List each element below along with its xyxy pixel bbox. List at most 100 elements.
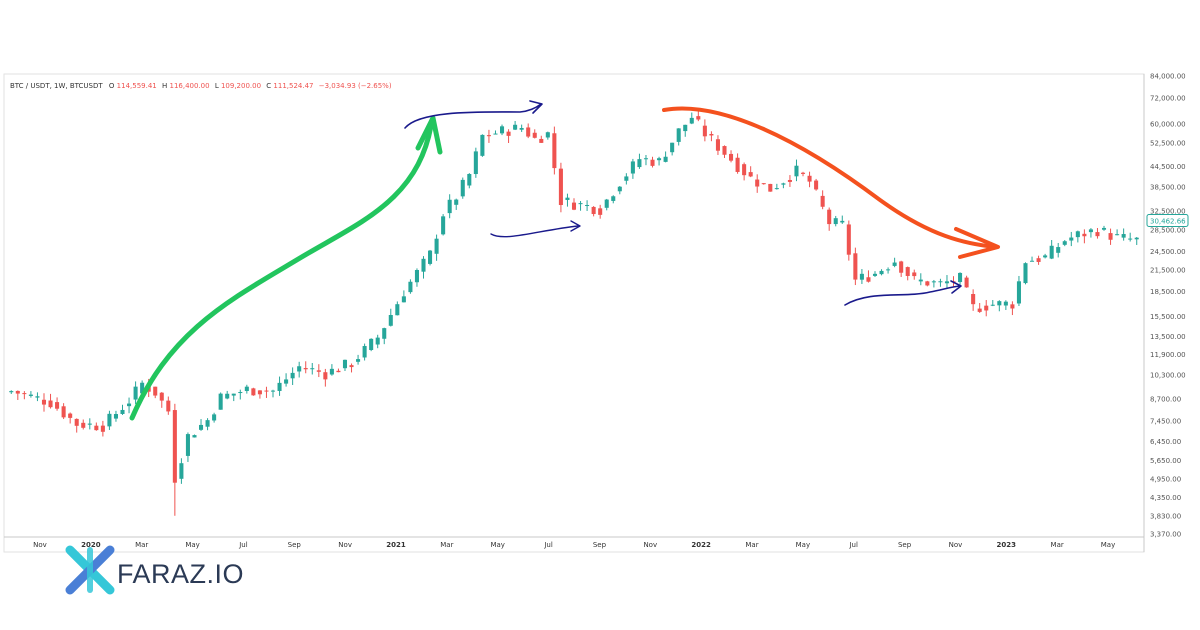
candle-body (853, 253, 858, 280)
candle-body (15, 390, 20, 394)
candle-body (270, 390, 276, 392)
price-tick-label: 44,500.00 (1150, 163, 1186, 171)
candle-body (585, 205, 590, 207)
candle-body (800, 172, 806, 174)
candle-body (918, 279, 923, 282)
candle-body (827, 209, 832, 225)
price-tick-label: 32,500.00 (1150, 208, 1186, 216)
candle-body (545, 132, 550, 138)
candle-body (912, 272, 917, 277)
candle-body (1023, 263, 1028, 284)
candle-body (460, 179, 465, 197)
candle-body (794, 165, 799, 177)
candle-body (290, 372, 295, 379)
candle-body (1075, 231, 1080, 238)
price-tick-label: 5,650.00 (1150, 457, 1181, 465)
price-tick-label: 21,500.00 (1150, 267, 1186, 275)
candle-body (1101, 227, 1107, 230)
candle-body (571, 202, 577, 210)
candle-body (938, 281, 943, 283)
candle-body (9, 391, 14, 393)
candle-body (774, 188, 779, 190)
candle-body (565, 197, 570, 200)
candle-body (958, 272, 963, 283)
candle-body (434, 238, 439, 254)
candle-body (74, 418, 79, 426)
candles-layer (9, 109, 1139, 516)
candle-body (1095, 232, 1100, 237)
price-tick-label: 84,000.00 (1150, 73, 1186, 81)
price-tick-label: 4,950.00 (1150, 476, 1181, 484)
candle-body (532, 132, 537, 138)
candle-body (513, 124, 518, 130)
legend-change-value: −3,034.93 (−2.65%) (319, 82, 392, 90)
candle-body (604, 199, 609, 208)
navy-top-arrowhead (529, 100, 543, 114)
candle-body (218, 393, 223, 410)
time-tick-label: Sep (593, 541, 607, 549)
candle-body (820, 195, 825, 207)
candle-body (1049, 245, 1054, 259)
candle-body (1082, 233, 1087, 237)
candle-body (735, 157, 740, 172)
last-price-tag-box (1146, 213, 1189, 227)
candle-body (447, 199, 452, 214)
faraz-x-icon (65, 545, 115, 595)
time-tick-label: 2023 (997, 541, 1017, 549)
candle-body (61, 406, 66, 418)
price-tick-label: 7,450.00 (1150, 418, 1181, 426)
time-tick-label: Nov (338, 541, 352, 549)
candle-body (506, 131, 511, 136)
time-tick-label: 2022 (691, 541, 711, 549)
candle-body (1036, 258, 1041, 262)
candle-body (153, 386, 158, 396)
candle-body (257, 390, 262, 395)
price-tick-label: 28,500.00 (1150, 226, 1186, 234)
candle-body (316, 370, 321, 372)
price-tick-label: 6,450.00 (1150, 438, 1181, 446)
candle-body (454, 199, 459, 205)
candle-body (742, 164, 747, 176)
candle-body (1115, 234, 1120, 236)
candle-body (55, 402, 60, 409)
time-tick-label: Jul (543, 541, 553, 549)
candle-body (617, 186, 622, 192)
candle-body (362, 346, 367, 358)
time-tick-label: May (490, 541, 504, 549)
green-arrowhead (415, 115, 443, 155)
candle-body (663, 156, 668, 162)
candle-body (336, 370, 341, 373)
candle-body (558, 168, 563, 206)
candle-body (657, 158, 662, 161)
candle-body (244, 386, 249, 392)
candle-body (349, 365, 354, 368)
candle-body (401, 296, 406, 303)
legend-symbol: BTC / USDT, 1W, BTCUSDT (10, 82, 103, 90)
candle-body (375, 337, 380, 345)
price-tick-label: 38,500.00 (1150, 184, 1186, 192)
candle-body (971, 294, 976, 305)
candle-body (473, 151, 478, 175)
candle-body (702, 125, 707, 137)
candle-body (414, 270, 419, 283)
candle-body (879, 270, 884, 275)
legend-high-value: 116,400.00 (169, 82, 209, 90)
candle-body (997, 301, 1002, 306)
candle-body (166, 400, 171, 412)
candle-body (159, 392, 164, 401)
candle-body (761, 183, 766, 185)
candle-body (199, 424, 204, 430)
candle-body (323, 372, 328, 380)
candle-body (781, 183, 786, 185)
candle-body (68, 413, 73, 418)
candle-body (670, 142, 675, 153)
candle-body (990, 304, 995, 306)
price-tick-label: 4,350.00 (1150, 494, 1181, 502)
candle-body (28, 394, 33, 396)
candle-body (807, 175, 812, 182)
candle-body (683, 124, 688, 132)
candle-body (1043, 255, 1048, 258)
price-tick-label: 13,500.00 (1150, 333, 1186, 341)
